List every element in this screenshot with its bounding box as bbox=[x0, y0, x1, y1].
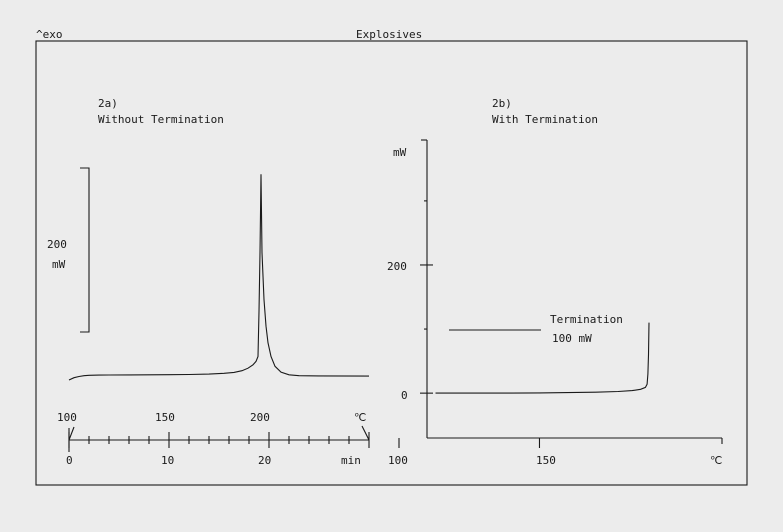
figure-title: Explosives bbox=[356, 28, 422, 41]
panel-2a-id: 2a) bbox=[98, 97, 118, 110]
figure-frame bbox=[35, 40, 748, 486]
time-tick-label-0: 0 bbox=[66, 454, 73, 467]
x-unit-label-2b: ℃ bbox=[710, 454, 722, 467]
temp-bracket-right bbox=[361, 425, 370, 441]
exo-direction-label: ^exo bbox=[36, 28, 63, 41]
panel-2b-subtitle: With Termination bbox=[492, 113, 598, 126]
series-line-2a bbox=[68, 174, 370, 381]
y-tick-label-0: 0 bbox=[401, 389, 408, 402]
panel-2b-id: 2b) bbox=[492, 97, 512, 110]
scale-bar-unit: mW bbox=[52, 258, 66, 271]
time-unit-label: min bbox=[341, 454, 361, 467]
temp-tick-label-100: 100 bbox=[57, 411, 77, 424]
x-tick-label-150: 150 bbox=[536, 454, 556, 467]
time-axis-ticks bbox=[68, 432, 370, 448]
temp-unit-label-2a: ℃ bbox=[354, 411, 366, 424]
y-axis-ticks bbox=[420, 200, 433, 394]
temp-tick-label-150: 150 bbox=[155, 411, 175, 424]
scale-bar-value: 200 bbox=[47, 238, 67, 251]
y-axis-unit-label: mW bbox=[393, 146, 407, 159]
time-tick-label-10: 10 bbox=[161, 454, 174, 467]
scale-bar bbox=[80, 167, 90, 333]
termination-label: Termination bbox=[550, 313, 623, 326]
x-axis-ticks bbox=[398, 438, 723, 448]
termination-value: 100 mW bbox=[552, 332, 592, 345]
x-tick-label-100: 100 bbox=[388, 454, 408, 467]
temp-tick-label-200: 200 bbox=[250, 411, 270, 424]
panel-2a-subtitle: Without Termination bbox=[98, 113, 224, 126]
y-tick-label-200: 200 bbox=[387, 260, 407, 273]
time-tick-label-20: 20 bbox=[258, 454, 271, 467]
series-line-2b bbox=[435, 322, 650, 394]
